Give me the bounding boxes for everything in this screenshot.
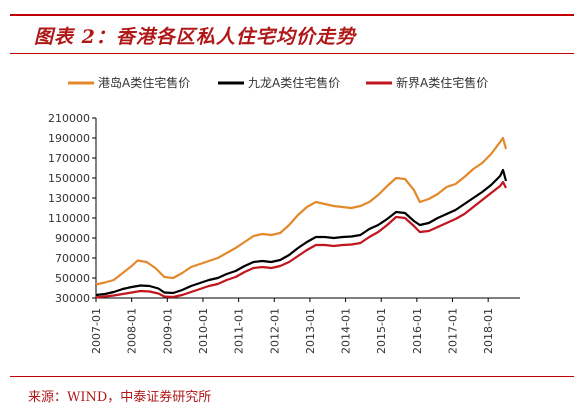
source-note: 来源：WIND，中泰证券研究所 — [28, 390, 212, 405]
x-tick-label: 2007-01 — [90, 308, 103, 354]
x-axis: 2007-01 2008-01 2009-01 2010-01 2011-01 2012-… — [90, 297, 520, 354]
series-line-2 — [95, 168, 508, 297]
title-rule — [10, 53, 574, 54]
y-tick-label: 50000 — [55, 272, 90, 285]
y-tick-label: 110000 — [48, 212, 90, 225]
x-tick-label: 2011-01 — [233, 308, 246, 354]
legend-label-3: 新界A类住宅售价 — [396, 75, 488, 90]
series-lines — [95, 136, 508, 299]
series-line-1 — [95, 136, 508, 286]
legend-label-2: 九龙A类住宅售价 — [248, 75, 340, 90]
x-tick-label: 2013-01 — [304, 308, 317, 354]
x-tick-label: 2016-01 — [411, 308, 424, 354]
x-tick-label: 2009-01 — [161, 308, 174, 354]
y-tick-label: 30000 — [55, 292, 90, 305]
y-tick-label: 210000 — [48, 112, 90, 125]
y-tick-label: 170000 — [48, 152, 90, 165]
top-rule — [10, 14, 574, 16]
legend-label-1: 港岛A类住宅售价 — [98, 75, 190, 90]
y-tick-label: 190000 — [48, 132, 90, 145]
x-tick-label: 2014-01 — [340, 308, 353, 354]
y-tick-label: 130000 — [48, 192, 90, 205]
bottom-rule — [10, 376, 574, 377]
x-tick-label: 2015-01 — [375, 308, 388, 354]
x-tick-label: 2018-01 — [482, 308, 495, 354]
chart-legend: 港岛A类住宅售价 九龙A类住宅售价 新界A类住宅售价 — [68, 75, 488, 90]
x-tick-label: 2008-01 — [126, 308, 139, 354]
y-axis: 30000 50000 70000 90000 110000 130000 150000 17… — [48, 112, 97, 305]
y-tick-label: 150000 — [48, 172, 90, 185]
y-tick-label: 90000 — [55, 232, 90, 245]
chart-title: 图表 2：香港各区私人住宅均价走势 — [34, 26, 356, 48]
x-tick-label: 2017-01 — [447, 308, 460, 354]
series-line-3 — [95, 180, 507, 299]
x-tick-label: 2010-01 — [197, 308, 210, 354]
y-tick-label: 70000 — [55, 252, 90, 265]
x-tick-label: 2012-01 — [268, 308, 281, 354]
